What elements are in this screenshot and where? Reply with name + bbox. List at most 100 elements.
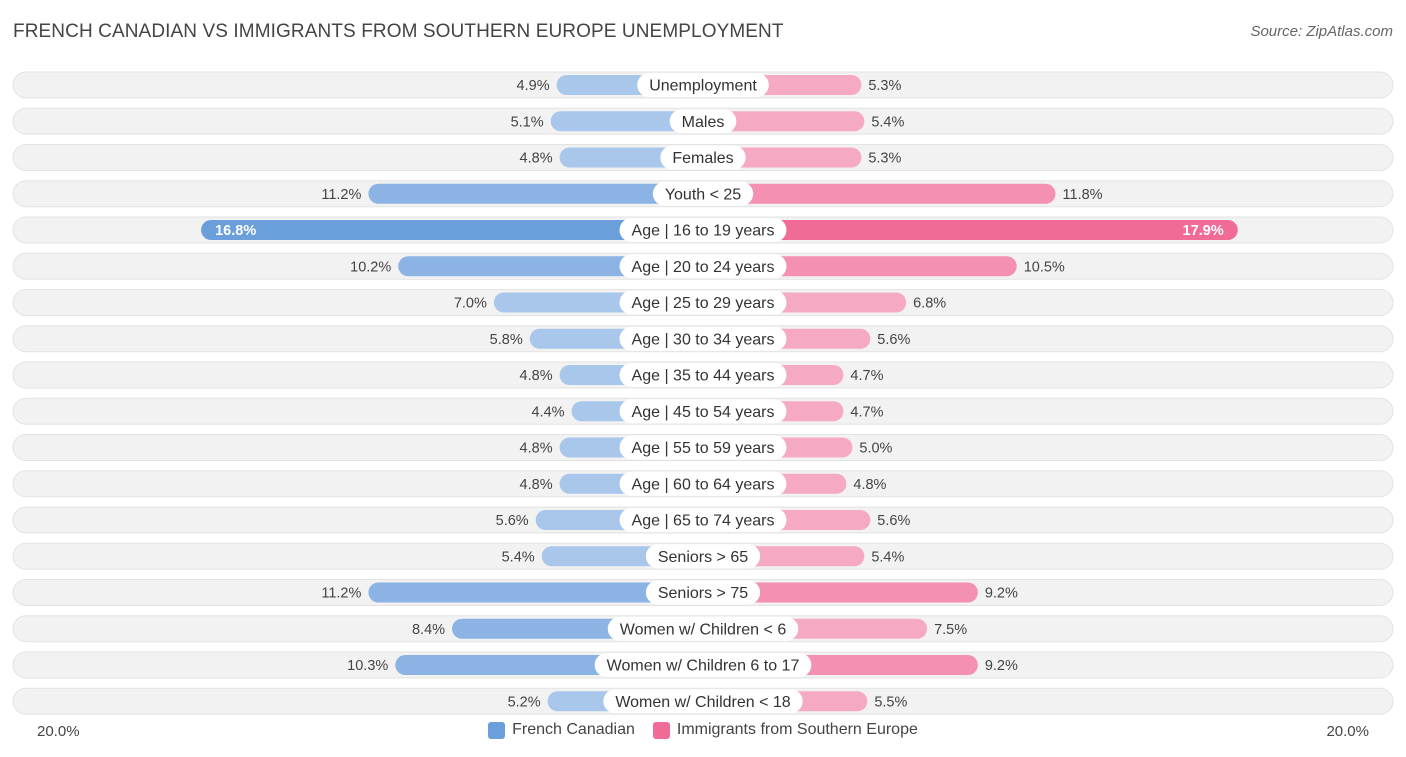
source-label: Source: ZipAtlas.com <box>1250 23 1393 40</box>
value-label-immigrants-southern-europe: 5.5% <box>874 694 907 710</box>
legend-item-immigrants-southern-europe[interactable]: Immigrants from Southern Europe <box>652 721 918 739</box>
category-label: Males <box>682 114 725 131</box>
category-label-bg <box>607 616 799 641</box>
legend: French Canadian Immigrants from Southern… <box>0 721 1406 739</box>
value-label-immigrants-southern-europe: 5.6% <box>877 513 910 529</box>
chart-row: Age | 20 to 24 years 10.2% 10.5% <box>12 252 1394 280</box>
chart-row: Women w/ Children 6 to 17 10.3% 9.2% <box>12 651 1394 679</box>
value-label-french-canadian: 5.6% <box>496 513 529 529</box>
value-label-immigrants-southern-europe: 4.7% <box>850 404 883 420</box>
category-label-bg <box>619 471 787 496</box>
legend-item-french-canadian[interactable]: French Canadian <box>488 721 635 739</box>
category-label-bg <box>619 254 787 279</box>
category-label-bg <box>619 290 787 315</box>
value-label-french-canadian: 5.1% <box>511 114 544 130</box>
bar-french-canadian[interactable] <box>550 111 703 132</box>
bar-immigrants-southern-europe[interactable] <box>703 111 865 132</box>
value-label-french-canadian: 4.9% <box>517 78 550 94</box>
value-label-french-canadian: 11.2% <box>321 586 361 602</box>
category-label: Women w/ Children < 6 <box>620 621 787 638</box>
value-label-french-canadian: 4.8% <box>520 477 553 493</box>
category-label: Age | 60 to 64 years <box>632 476 775 493</box>
value-label-french-canadian: 16.8% <box>215 223 256 239</box>
category-label-bg <box>619 399 787 424</box>
chart-row: Age | 45 to 54 years 4.4% 4.7% <box>12 397 1394 425</box>
category-label-bg <box>594 653 812 677</box>
chart-row: Youth < 25 11.2% 11.8% <box>12 180 1394 208</box>
value-label-immigrants-southern-europe: 9.2% <box>985 586 1018 602</box>
value-label-immigrants-southern-europe: 7.5% <box>934 622 967 638</box>
value-label-french-canadian: 4.8% <box>520 441 553 457</box>
category-label-bg <box>645 580 761 605</box>
category-label: Seniors > 75 <box>658 585 748 602</box>
value-label-french-canadian: 10.2% <box>350 259 391 275</box>
category-label-bg <box>619 508 787 532</box>
category-label-bg <box>645 544 761 569</box>
category-label-bg <box>669 109 737 134</box>
category-label: Women w/ Children < 18 <box>615 694 790 711</box>
category-label: Women w/ Children 6 to 17 <box>607 658 800 675</box>
chart-row: Women w/ Children < 6 8.4% 7.5% <box>12 615 1394 643</box>
chart-row: Age | 55 to 59 years 4.8% 5.0% <box>12 434 1394 461</box>
value-label-french-canadian: 11.2% <box>321 187 361 203</box>
category-label: Youth < 25 <box>665 186 741 203</box>
chart-row: Age | 25 to 29 years 7.0% 6.8% <box>12 289 1394 316</box>
bar-immigrants-southern-europe[interactable] <box>703 582 978 603</box>
value-label-french-canadian: 8.4% <box>412 622 445 638</box>
bar-immigrants-southern-europe[interactable] <box>703 183 1056 204</box>
category-label: Age | 25 to 29 years <box>632 295 775 312</box>
value-label-immigrants-southern-europe: 5.0% <box>859 441 892 457</box>
chart-row: Age | 65 to 74 years 5.6% 5.6% <box>12 506 1394 534</box>
chart-row: Seniors > 65 5.4% 5.4% <box>12 542 1394 570</box>
value-label-french-canadian: 7.0% <box>454 296 487 312</box>
value-label-immigrants-southern-europe: 6.8% <box>913 296 946 312</box>
value-label-french-canadian: 5.2% <box>508 694 541 710</box>
bar-french-canadian[interactable] <box>368 582 703 603</box>
category-label-bg <box>619 435 787 460</box>
value-label-french-canadian: 4.4% <box>531 404 564 420</box>
value-label-immigrants-southern-europe: 10.5% <box>1024 259 1065 275</box>
category-label-bg <box>619 363 787 387</box>
value-label-immigrants-southern-europe: 4.7% <box>850 368 883 384</box>
category-label-bg <box>637 73 769 97</box>
category-label: Age | 45 to 54 years <box>632 404 775 421</box>
value-label-immigrants-southern-europe: 5.4% <box>871 549 904 565</box>
chart-row: Women w/ Children < 18 5.2% 5.5% <box>12 687 1394 715</box>
category-label-bg <box>619 218 787 242</box>
value-label-french-canadian: 10.3% <box>347 658 388 674</box>
category-label: Age | 16 to 19 years <box>632 223 775 240</box>
chart-row: Males 5.1% 5.4% <box>12 107 1394 135</box>
category-label-bg <box>619 326 787 351</box>
category-label: Seniors > 65 <box>658 549 748 566</box>
category-label-bg <box>652 181 754 206</box>
chart-row: Age | 30 to 34 years 5.8% 5.6% <box>12 325 1394 353</box>
value-label-french-canadian: 4.8% <box>520 368 553 384</box>
bar-french-canadian[interactable] <box>201 220 703 240</box>
category-label-bg <box>660 145 746 170</box>
value-label-immigrants-southern-europe: 5.4% <box>871 114 904 130</box>
category-label: Age | 35 to 44 years <box>632 368 775 385</box>
axis-right-label: 20.0% <box>1326 723 1369 740</box>
value-label-french-canadian: 5.8% <box>490 332 523 348</box>
value-label-immigrants-southern-europe: 9.2% <box>985 658 1018 674</box>
chart-row: Unemployment 4.9% 5.3% <box>12 71 1394 99</box>
value-label-immigrants-southern-europe: 17.9% <box>1183 223 1224 239</box>
category-label: Females <box>672 150 733 167</box>
chart-row: Females 4.8% 5.3% <box>12 144 1394 171</box>
bar-french-canadian[interactable] <box>368 183 703 204</box>
category-label: Age | 55 to 59 years <box>632 440 775 457</box>
value-label-french-canadian: 5.4% <box>502 549 535 565</box>
value-label-immigrants-southern-europe: 5.3% <box>868 151 901 167</box>
category-label: Age | 20 to 24 years <box>632 259 775 276</box>
chart-row: Age | 16 to 19 years 16.8% 17.9% <box>12 216 1394 244</box>
category-label: Age | 30 to 34 years <box>632 331 775 348</box>
legend-label-immigrants-southern-europe: Immigrants from Southern Europe <box>676 721 918 738</box>
legend-label-french-canadian: French Canadian <box>512 721 635 738</box>
value-label-immigrants-southern-europe: 5.6% <box>877 332 910 348</box>
value-label-immigrants-southern-europe: 5.3% <box>868 78 901 94</box>
bar-immigrants-southern-europe[interactable] <box>703 220 1238 240</box>
legend-swatch-french-canadian <box>488 721 506 739</box>
category-label: Age | 65 to 74 years <box>632 513 775 530</box>
value-label-french-canadian: 4.8% <box>520 151 553 167</box>
